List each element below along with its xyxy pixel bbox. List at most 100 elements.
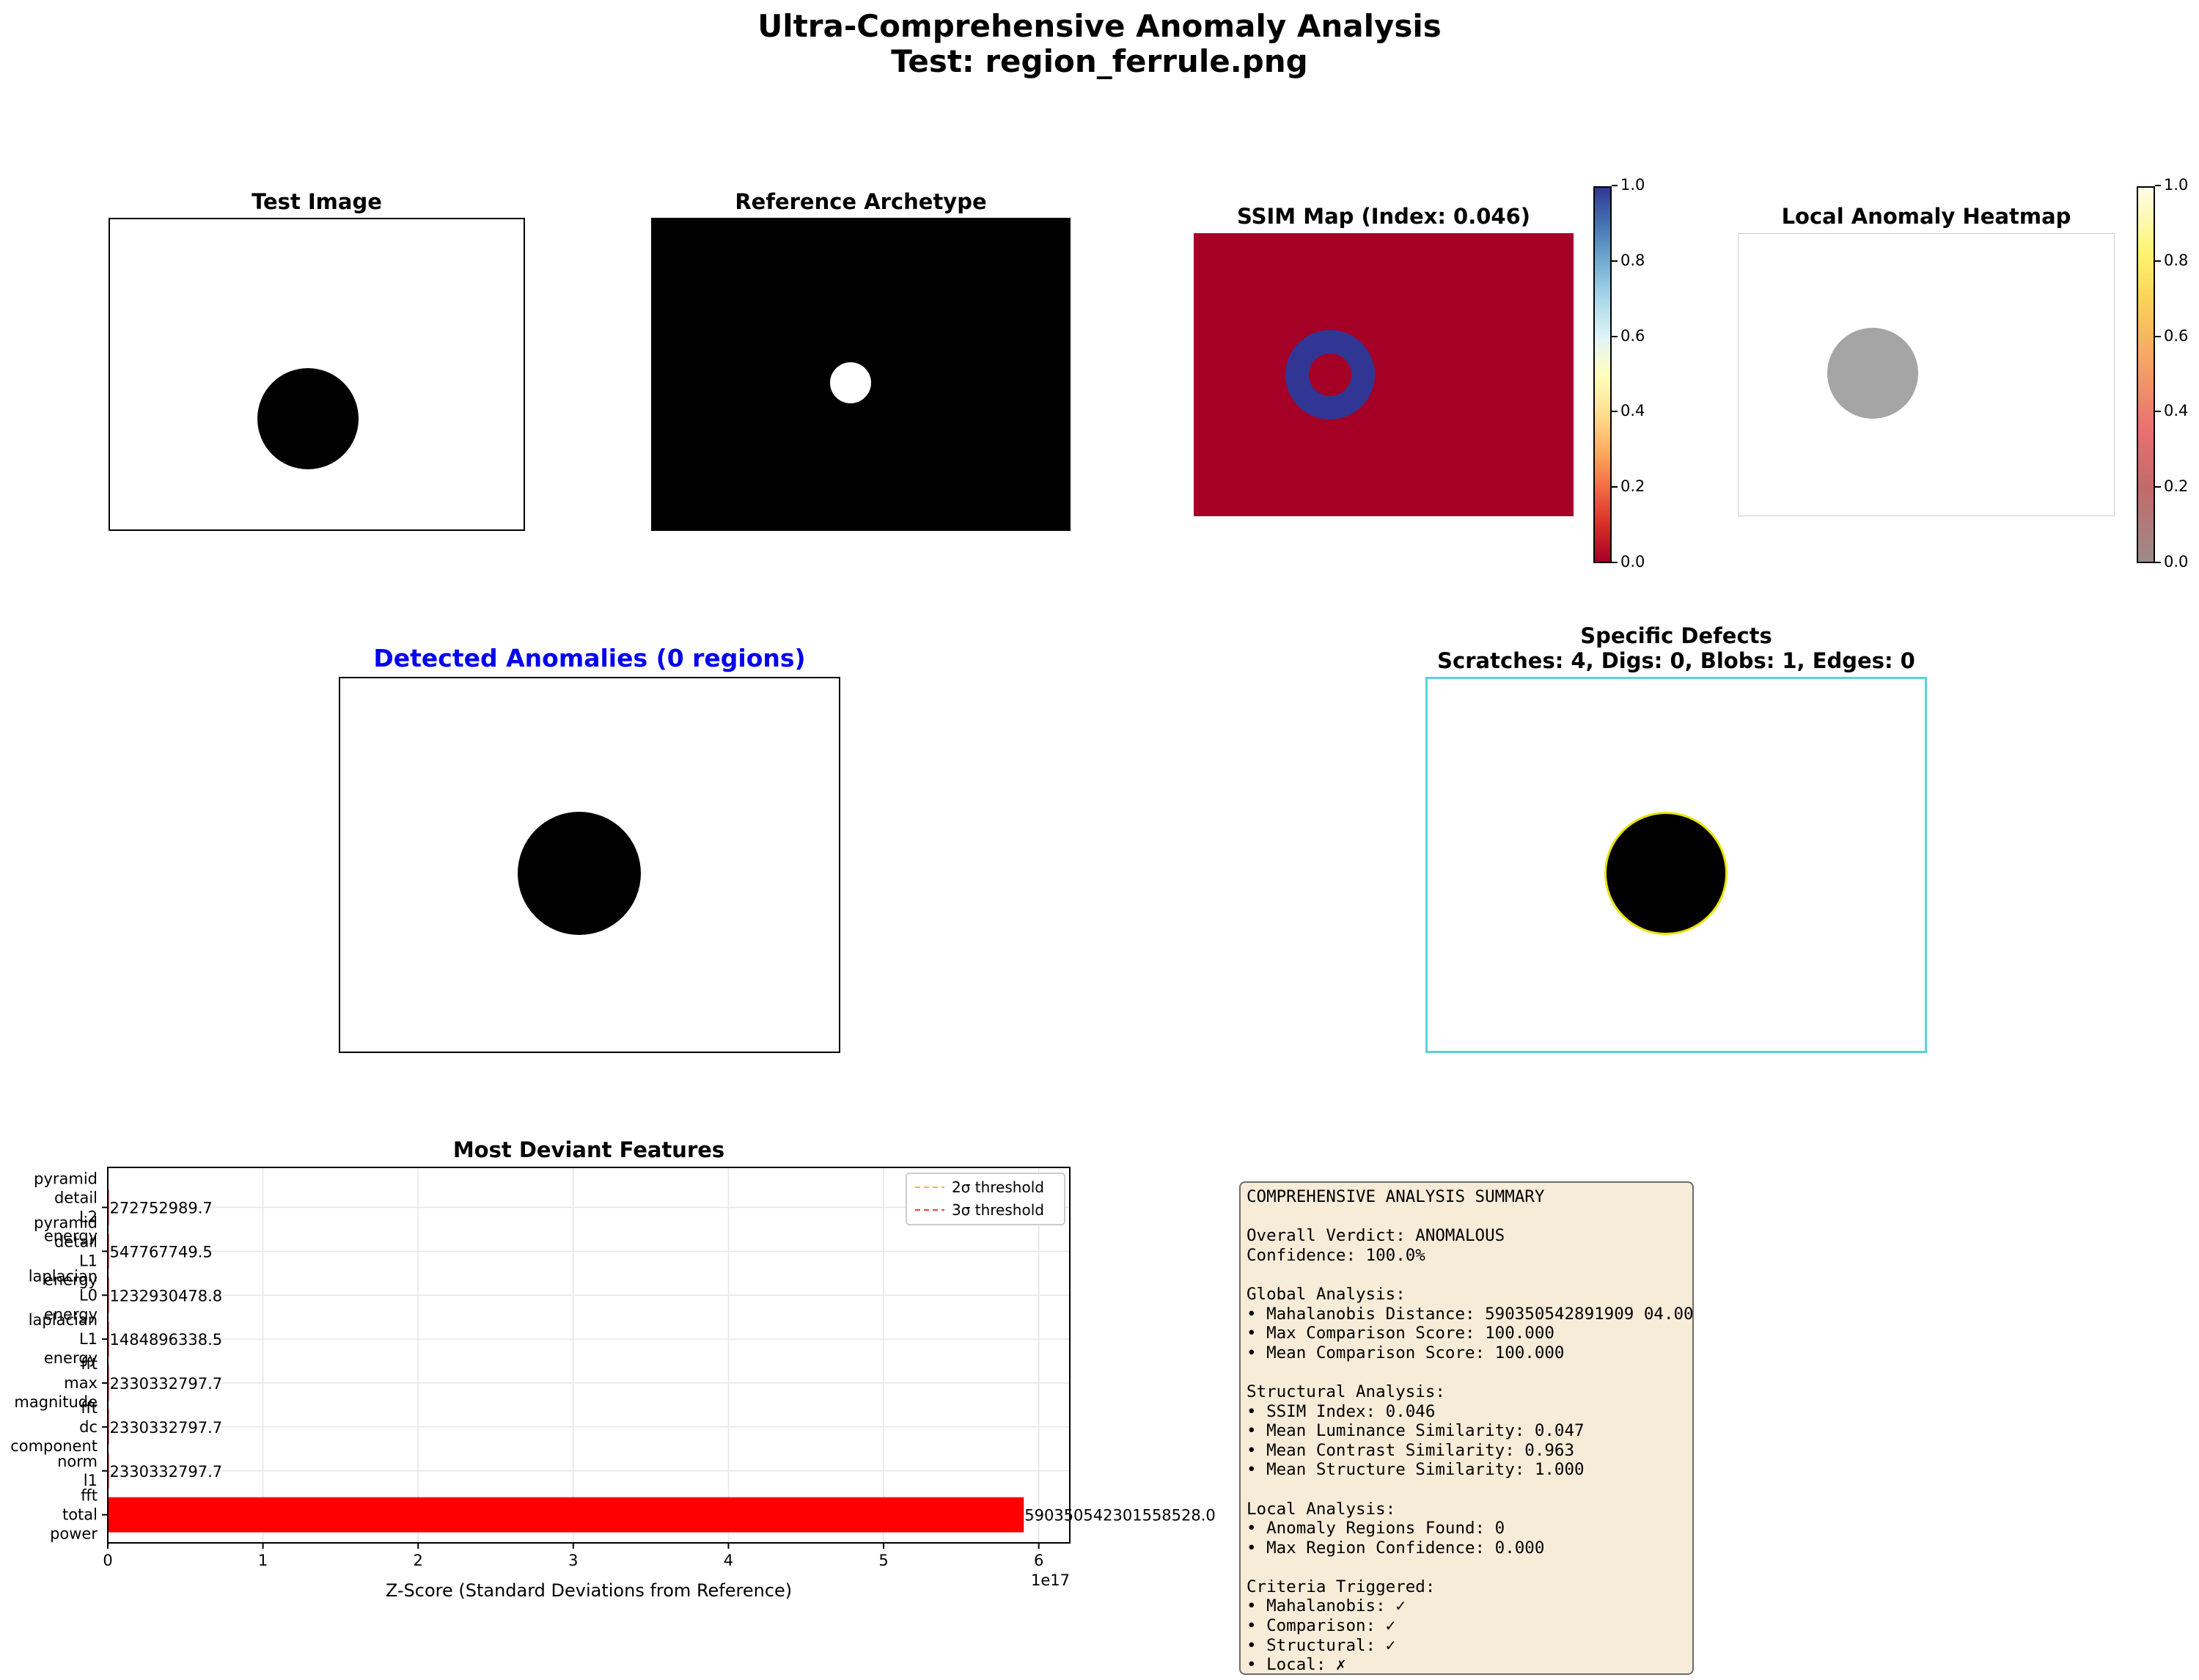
heatmap-blob [1827,328,1918,419]
y-tick-label: pyramid [34,1170,98,1187]
feature-bar [108,1497,1024,1533]
defect-blob-circle [1604,812,1728,935]
y-tick-label: energy [44,1271,98,1288]
chart-title: Most Deviant Features [453,1137,724,1162]
summary-line [1247,1265,1686,1285]
cbar-tick: 0.4 [2155,402,2188,419]
chart-frame [107,1167,1071,1544]
reference-core-circle [830,362,871,403]
cbar-tick: 0.6 [2155,327,2188,345]
x-tick-label: 5 [878,1552,888,1569]
cbar-tick: 0.2 [1612,477,1645,495]
summary-line: • SSIM Index: 0.046 [1247,1401,1436,1421]
y-tick-label: component [10,1437,98,1455]
cbar-tick: 0.8 [1612,252,1645,269]
y-tick-label: laplacian [29,1267,98,1285]
x-tick-label: 4 [724,1552,733,1569]
bar-value-label: 2330332797.7 [110,1419,223,1437]
detected-title: Detected Anomalies (0 regions) [373,644,806,672]
y-tick-label: total [62,1506,98,1524]
summary-line: Local Analysis: [1247,1499,1396,1519]
cbar-tick: 1.0 [1612,176,1645,194]
cbar-tick: 0.2 [2155,477,2188,495]
figure-title: Ultra-Comprehensive Anomaly Analysis [757,8,1442,44]
cbar-tick: 0.4 [1612,402,1645,419]
y-tick-label: power [50,1525,98,1543]
summary-line: Global Analysis: [1247,1284,1406,1304]
summary-line: • Mean Contrast Similarity: 0.963 [1247,1440,1575,1460]
x-offset-label: 1e17 [1031,1571,1070,1589]
summary-line: Confidence: 100.0% [1247,1245,1425,1265]
bar-value-label: 2330332797.7 [110,1375,223,1393]
legend-2sigma-label: 2σ threshold [952,1178,1044,1196]
test-image-title: Test Image [252,189,382,214]
bar-value-label: 1232930478.8 [110,1287,223,1305]
defects-panel [1425,677,1927,1053]
x-tick-label: 2 [414,1552,423,1569]
summary-line: • Local: ✗ [1247,1655,1346,1675]
y-tick-label: L1 [79,1330,98,1348]
cbar-tick: 0.8 [2155,252,2188,269]
y-tick-label: fft [81,1355,98,1373]
ssim-map-panel [1194,233,1574,516]
ssim-colorbar-ticks: 0.0 0.2 0.4 0.6 0.8 1.0 [1612,176,1670,571]
summary-line: COMPREHENSIVE ANALYSIS SUMMARY [1247,1187,1545,1206]
figure-subtitle: Test: region_ferrule.png [891,43,1308,79]
reference-title: Reference Archetype [735,189,987,214]
summary-line: • Anomaly Regions Found: 0 [1247,1519,1505,1538]
analysis-summary-box: COMPREHENSIVE ANALYSIS SUMMARY Overall Ve… [1239,1181,1694,1675]
y-tick-label: detail [54,1233,98,1250]
bar-value-label: 590350542301558528.0 [1024,1507,1216,1525]
y-tick-label: energy [44,1349,98,1367]
cbar-tick: 0.0 [1612,553,1645,571]
defects-subtitle: Scratches: 4, Digs: 0, Blobs: 1, Edges: … [1437,648,1915,673]
y-tick-label: energy [44,1227,98,1244]
cbar-tick: 0.0 [2155,553,2188,571]
summary-line: Criteria Triggered: [1247,1577,1436,1596]
test-ferrule-circle [257,368,359,469]
summary-line: • Structural: ✓ [1247,1635,1396,1655]
reference-panel [651,218,1071,531]
ssim-colorbar [1593,186,1612,563]
y-tick-label: fft [81,1399,98,1417]
detected-panel [339,677,840,1053]
x-tick-label: 6 [1034,1552,1043,1569]
ssim-ring-hole [1309,353,1351,396]
summary-line [1247,1558,1686,1577]
chart-legend: 2σ threshold 3σ threshold [906,1173,1065,1225]
summary-line: • Mean Structure Similarity: 1.000 [1247,1460,1585,1480]
heatmap-colorbar [2137,186,2155,563]
y-tick-label: max [64,1374,98,1392]
y-tick-label: L0 [79,1286,98,1304]
cbar-tick: 1.0 [2155,176,2188,194]
y-tick-label: fft [81,1487,98,1505]
bar-value-label: 1484896338.5 [110,1331,223,1349]
y-tick-label: L2 [79,1208,98,1225]
heatmap-title: Local Anomaly Heatmap [1781,204,2071,229]
test-image-panel [109,218,525,531]
x-tick-label: 0 [103,1552,112,1569]
summary-line: Structural Analysis: [1247,1382,1445,1401]
summary-line: • Mean Luminance Similarity: 0.047 [1247,1421,1585,1441]
summary-line: • Mean Comparison Score: 100.000 [1247,1343,1565,1362]
bar-value-label: 547767749.5 [110,1243,213,1261]
summary-line [1247,1362,1686,1382]
summary-line: • Max Region Confidence: 0.000 [1247,1538,1545,1558]
ssim-title: SSIM Map (Index: 0.046) [1237,204,1530,229]
y-tick-label: l1 [84,1472,98,1489]
summary-line: • Mahalanobis Distance: 590350542891909 … [1247,1304,1694,1324]
y-tick-label: dc [79,1418,98,1436]
summary-line: • Comparison: ✓ [1247,1616,1396,1636]
summary-line [1247,1480,1686,1500]
bar-value-label: 272752989.7 [110,1199,213,1217]
cbar-tick: 0.6 [1612,327,1645,345]
y-tick-label: laplacian [29,1311,98,1329]
summary-line: Overall Verdict: ANOMALOUS [1247,1226,1505,1246]
legend-3sigma-label: 3σ threshold [952,1201,1044,1219]
y-tick-label: energy [44,1305,98,1323]
summary-line: • Max Comparison Score: 100.000 [1247,1324,1554,1343]
summary-line: • Mahalanobis: ✓ [1247,1596,1406,1616]
x-tick-label: 3 [568,1552,578,1569]
x-tick-label: 1 [258,1552,268,1569]
y-tick-label: norm [57,1453,98,1470]
